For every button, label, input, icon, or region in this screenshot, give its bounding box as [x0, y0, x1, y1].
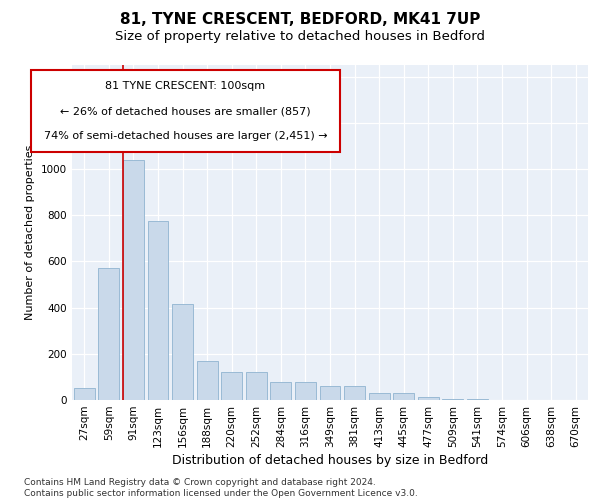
Bar: [123, 160, 144, 400]
Bar: [295, 382, 316, 400]
Text: 81, TYNE CRESCENT, BEDFORD, MK41 7UP: 81, TYNE CRESCENT, BEDFORD, MK41 7UP: [120, 12, 480, 28]
FancyBboxPatch shape: [31, 70, 340, 152]
Bar: [418, 396, 439, 400]
Bar: [197, 360, 218, 400]
Text: Contains HM Land Registry data © Crown copyright and database right 2024.
Contai: Contains HM Land Registry data © Crown c…: [24, 478, 418, 498]
Bar: [320, 386, 340, 400]
Y-axis label: Number of detached properties: Number of detached properties: [25, 145, 35, 320]
Bar: [344, 386, 365, 400]
Bar: [393, 393, 414, 400]
Bar: [442, 399, 463, 400]
X-axis label: Distribution of detached houses by size in Bedford: Distribution of detached houses by size …: [172, 454, 488, 467]
Bar: [98, 268, 119, 400]
Bar: [368, 393, 389, 400]
Bar: [246, 372, 267, 400]
Bar: [221, 372, 242, 400]
Text: 74% of semi-detached houses are larger (2,451) →: 74% of semi-detached houses are larger (…: [44, 130, 328, 140]
Bar: [74, 388, 95, 400]
Bar: [148, 221, 169, 400]
Text: 81 TYNE CRESCENT: 100sqm: 81 TYNE CRESCENT: 100sqm: [106, 82, 266, 92]
Bar: [172, 304, 193, 400]
Text: Size of property relative to detached houses in Bedford: Size of property relative to detached ho…: [115, 30, 485, 43]
Text: ← 26% of detached houses are smaller (857): ← 26% of detached houses are smaller (85…: [60, 106, 311, 116]
Bar: [271, 382, 292, 400]
